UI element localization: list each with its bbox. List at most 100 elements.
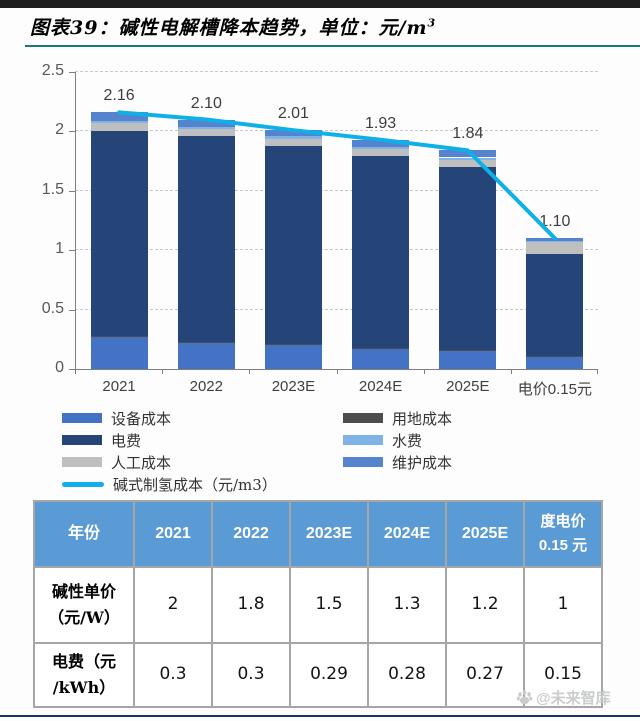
legend-color-swatch: [343, 435, 383, 445]
bar-segment-用地成本: [90, 335, 148, 337]
table-header-cell: 年份: [33, 500, 135, 568]
table-header-cell: 2024E: [367, 500, 447, 568]
table-cell: 0.15: [523, 642, 603, 708]
table-row-label: 碱性单价 （元/W）: [33, 566, 135, 644]
bottom-divider-bar: [0, 715, 640, 717]
gridline: [75, 249, 598, 251]
bar-segment-人工成本: [264, 138, 322, 146]
bar-segment-水费: [90, 120, 148, 124]
bar-segment-水费: [177, 126, 235, 129]
bar-segment-用地成本: [526, 355, 584, 358]
bar-segment-设备成本: [352, 348, 410, 369]
bar-total-label: 1.84: [452, 125, 484, 143]
bar-segment-用地成本: [177, 341, 235, 343]
x-category-label: 2023E: [271, 378, 316, 395]
bar-total-label: 1.93: [365, 114, 397, 132]
legend-column: 用地成本水费维护成本: [343, 407, 452, 473]
gridline: [75, 71, 598, 72]
legend-item: 碱式制氢成本（元/m3）: [62, 473, 277, 495]
table-cell: 0.29: [289, 642, 369, 708]
bar-segment-维护成本: [264, 130, 322, 137]
legend-color-swatch: [62, 457, 102, 467]
x-category-label: 2024E: [358, 378, 403, 395]
bar-segment-水费: [439, 157, 497, 160]
x-tick-mark: [162, 369, 164, 374]
x-category-label: 2022: [189, 378, 223, 395]
bar-segment-用地成本: [352, 347, 410, 349]
table-row-label: 电费（元 /kWh）: [33, 642, 135, 708]
legend-color-swatch: [62, 435, 102, 445]
bar-total-label: 2.16: [103, 87, 135, 105]
bar-segment-维护成本: [352, 139, 410, 147]
x-category-label: 电价0.15元: [517, 381, 592, 398]
bar-segment-电费: [352, 156, 410, 348]
legend-item: 人工成本: [62, 451, 277, 473]
table-cell: 1.8: [211, 566, 291, 644]
y-tick-label: 1.5: [41, 180, 64, 198]
y-tick-mark: [69, 190, 75, 192]
table-cell: 0.3: [211, 642, 291, 708]
legend-label: 水费: [392, 431, 423, 450]
legend-label: 碱式制氢成本（元/m3）: [113, 475, 277, 494]
bar-total-label: 1.10: [539, 213, 571, 231]
legend-item: 维护成本: [343, 451, 452, 473]
x-category-label: 2025E: [446, 378, 490, 395]
x-tick-mark: [336, 369, 338, 374]
figure-title-text: 图表39：碱性电解槽降本趋势，单位：元/m: [30, 17, 428, 39]
table-header-cell: 2021: [133, 500, 213, 568]
table-header-cell: 2022: [211, 500, 291, 568]
bar-total-label: 2.10: [190, 94, 222, 112]
legend-item: 设备成本: [62, 407, 277, 429]
x-tick-mark: [75, 369, 76, 374]
bar-segment-水费: [264, 136, 322, 139]
x-tick-mark: [510, 369, 512, 374]
legend-color-swatch: [343, 413, 383, 423]
legend-label: 电费: [111, 431, 142, 450]
bar-segment-设备成本: [177, 342, 235, 369]
legend-color-swatch: [62, 413, 102, 423]
bar-segment-设备成本: [439, 351, 497, 369]
legend-label: 维护成本: [392, 453, 453, 472]
y-tick-label: 2: [55, 121, 64, 139]
legend-item: 水费: [343, 429, 452, 451]
y-tick-mark: [69, 309, 75, 311]
x-tick-mark: [597, 369, 598, 374]
top-divider-bar: [0, 0, 640, 8]
y-tick-mark: [69, 250, 75, 252]
watermark: @未来智库: [516, 687, 611, 708]
cost-table: 年份 2021 2022 2023E 2024E 2025E 度电价 0.15 元碱性单价 …: [33, 500, 603, 708]
table-header-cell: 2025E: [445, 500, 525, 568]
bar-segment-人工成本: [352, 149, 410, 157]
y-axis: [75, 72, 76, 369]
table-cell: 1: [523, 566, 603, 644]
x-tick-mark: [249, 369, 251, 374]
bar-segment-维护成本: [90, 112, 148, 121]
y-tick-label: 0.5: [41, 299, 64, 317]
bar-segment-维护成本: [526, 238, 584, 241]
y-tick-label: 1: [55, 240, 64, 258]
bar-total-label: 2.01: [277, 105, 309, 123]
bar-segment-用地成本: [439, 350, 497, 352]
legend-color-swatch: [343, 457, 383, 467]
bar-segment-电费: [177, 136, 235, 342]
cost-trend-chart: 0 0.5 1 1.5 2 2.5 2021 2.16 2022 2.10 2023E 2.01 202…: [0, 60, 640, 405]
bar-segment-设备成本: [90, 336, 148, 369]
x-tick-mark: [423, 369, 425, 374]
y-tick-mark: [69, 131, 75, 133]
legend-label: 用地成本: [392, 409, 453, 428]
gridline: [75, 130, 598, 132]
y-tick-label: 0: [55, 359, 64, 376]
table-cell: 1.3: [367, 566, 447, 644]
title-underline: [25, 45, 640, 47]
table-header-cell: 度电价 0.15 元: [523, 500, 603, 568]
bar-segment-电费: [90, 131, 148, 336]
bar-segment-设备成本: [264, 345, 322, 369]
table-cell: 0.3: [133, 642, 213, 708]
bar-segment-电费: [264, 145, 322, 345]
bar-segment-维护成本: [439, 150, 497, 158]
bar-segment-维护成本: [177, 119, 235, 127]
bar-segment-人工成本: [90, 123, 148, 132]
legend-label: 人工成本: [111, 453, 172, 472]
chart-legend: 设备成本电费人工成本碱式制氢成本（元/m3） 用地成本水费维护成本: [0, 407, 640, 499]
